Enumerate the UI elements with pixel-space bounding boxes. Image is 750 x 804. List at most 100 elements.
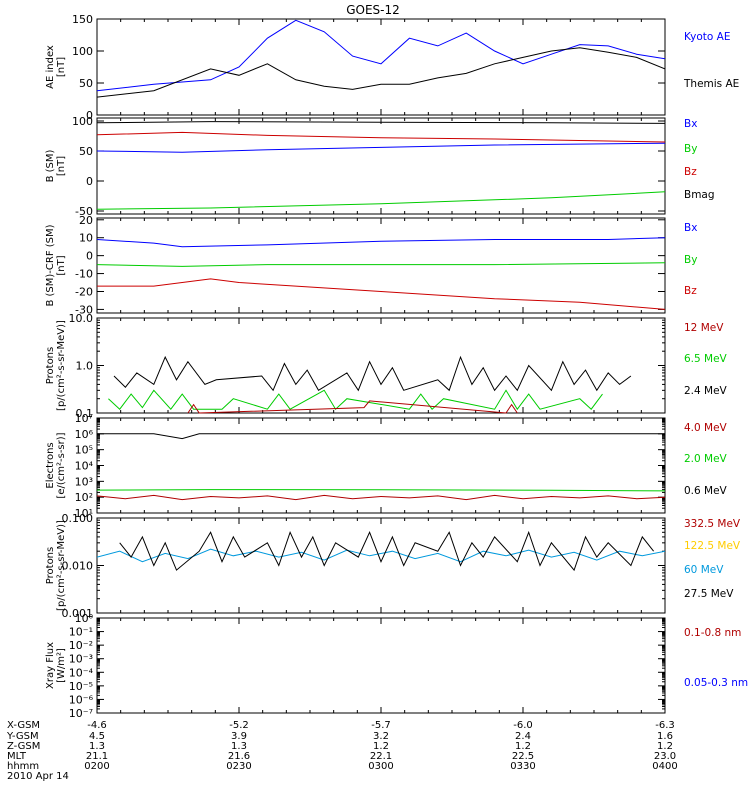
orbit-row-label: hhmm	[7, 761, 39, 772]
series-line-by	[97, 262, 665, 267]
orbit-value: 1.6	[657, 731, 673, 742]
y-tick-label: 10⁻¹	[69, 626, 93, 639]
orbit-value: 23.0	[654, 751, 676, 762]
series-line-60-mev	[97, 548, 665, 563]
legend-label: 2.0 MeV	[684, 453, 728, 465]
panel-frame	[96, 417, 666, 514]
y-tick-label: 1.0	[76, 360, 94, 373]
y-axis-label-line: [nT]	[56, 156, 67, 176]
legend-label: 0.05-0.3 nm	[684, 677, 748, 689]
y-tick-label: 10⁻²	[69, 639, 93, 652]
orbit-row-label: 2010 Apr 14	[7, 771, 69, 782]
series-line-bz	[97, 278, 665, 310]
legend-label: 332.5 MeV	[684, 518, 741, 530]
orbit-row-label: Y-GSM	[6, 731, 39, 742]
legend-label: 0.1-0.8 nm	[684, 627, 741, 639]
panel-frame	[96, 217, 666, 314]
orbit-value: 22.5	[512, 751, 534, 762]
orbit-value: 1.3	[89, 741, 105, 752]
y-tick-label: 10²	[75, 491, 93, 504]
orbit-value: 1.2	[373, 741, 389, 752]
orbit-value: 21.6	[228, 751, 250, 762]
panel-1: 0 50 100 150 AE index[nT] Kyoto AE Themis AE	[45, 13, 739, 122]
y-axis-label-line: Electrons	[45, 442, 56, 488]
series-group	[97, 530, 665, 572]
y-tick-label: 10⁻⁴	[69, 666, 94, 679]
y-axis-label-line: [p/(cm²-s-sr-MeV)]	[56, 520, 67, 611]
legend-label: 6.5 MeV	[684, 353, 728, 365]
y-axis-label: B (SM)-CRF (SM)[nT]	[45, 224, 67, 306]
series-group	[108, 355, 632, 414]
series-line-2-0-mev	[97, 489, 665, 492]
orbit-value: 3.9	[231, 731, 247, 742]
y-tick-label: 100	[72, 115, 93, 128]
y-tick-label: 10⁻⁶	[69, 693, 94, 706]
orbit-value: -4.6	[87, 720, 107, 731]
orbit-value: 4.5	[89, 731, 105, 742]
legend-label: Bx	[684, 118, 697, 130]
y-tick-label: 10⁰	[75, 612, 94, 625]
series-line-bz	[97, 131, 665, 143]
panel-3: -30 -20 -10 0 10 20 B (SM)-CRF (SM)[nT] Bx By Bz	[45, 214, 697, 317]
legend-label: 27.5 MeV	[684, 588, 734, 600]
orbit-value: 3.2	[373, 731, 389, 742]
y-axis-label: Protons[p/(cm²-s-sr-MeV)]	[45, 520, 67, 611]
orbit-value: 0330	[510, 761, 535, 772]
series-line-bx	[97, 142, 665, 153]
legend-label: Bx	[684, 222, 697, 234]
orbit-row-label: X-GSM	[7, 720, 40, 731]
series-group	[97, 121, 665, 210]
plot-title: GOES-12	[346, 3, 400, 17]
y-axis-label-line: B (SM)	[45, 149, 56, 182]
y-tick-label: -50	[75, 205, 93, 218]
y-axis-label-line: [e/(cm²-s-sr)]	[56, 432, 67, 498]
orbit-value: 1.2	[515, 741, 531, 752]
orbit-value: -6.0	[513, 720, 533, 731]
y-tick-label: -30	[75, 303, 93, 316]
y-tick-label: 10³	[75, 475, 93, 488]
y-tick-label: 0	[86, 250, 93, 263]
y-tick-label: 10¹	[75, 507, 93, 520]
y-axis-label-line: B (SM)-CRF (SM)	[45, 224, 56, 306]
legend-label: 2.4 MeV	[684, 385, 728, 397]
orbit-value: 0200	[84, 761, 109, 772]
series-line-bmag	[97, 121, 665, 124]
y-axis-label: Protons[p/(cm²-s-sr-MeV)]	[45, 320, 67, 411]
y-tick-label: 0.001	[62, 607, 94, 620]
orbit-value: 0300	[368, 761, 393, 772]
y-axis-label-line: [p/(cm²-s-sr-MeV)]	[56, 320, 67, 411]
y-tick-label: 10⁻⁷	[69, 707, 93, 720]
orbit-value: 1.3	[231, 741, 247, 752]
y-axis-label: Electrons[e/(cm²-s-sr)]	[45, 432, 67, 498]
series-line-6-5-mev	[108, 389, 603, 411]
orbit-value: -5.7	[371, 720, 391, 731]
y-tick-label: 20	[79, 214, 93, 227]
orbit-value: -5.2	[229, 720, 249, 731]
orbit-value: 22.1	[370, 751, 392, 762]
series-line-kyoto-ae	[97, 19, 665, 92]
series-group	[97, 433, 665, 501]
legend-label: 12 MeV	[684, 322, 724, 334]
y-tick-label: 10⁻³	[69, 653, 93, 666]
legend-label: Themis AE	[683, 78, 739, 90]
y-tick-label: 10⁷	[75, 412, 93, 425]
series-line-4-0-mev	[97, 494, 665, 501]
legend-label: 0.6 MeV	[684, 485, 728, 497]
y-tick-label: 10.0	[69, 312, 94, 325]
legend-label: Bmag	[684, 189, 715, 201]
y-tick-label: 50	[79, 77, 93, 90]
y-axis-label: B (SM)[nT]	[45, 149, 67, 182]
legend-label: 122.5 MeV	[684, 540, 741, 552]
y-tick-label: 150	[72, 13, 93, 26]
y-tick-label: -10	[75, 268, 93, 281]
y-axis-label-line: [nT]	[56, 255, 67, 275]
y-tick-label: 100	[72, 45, 93, 58]
y-axis-label-line: Protons	[45, 347, 56, 384]
y-tick-label: 50	[79, 145, 93, 158]
y-tick-label: 10⁻⁵	[69, 680, 93, 693]
y-tick-label: 10⁴	[75, 460, 94, 473]
